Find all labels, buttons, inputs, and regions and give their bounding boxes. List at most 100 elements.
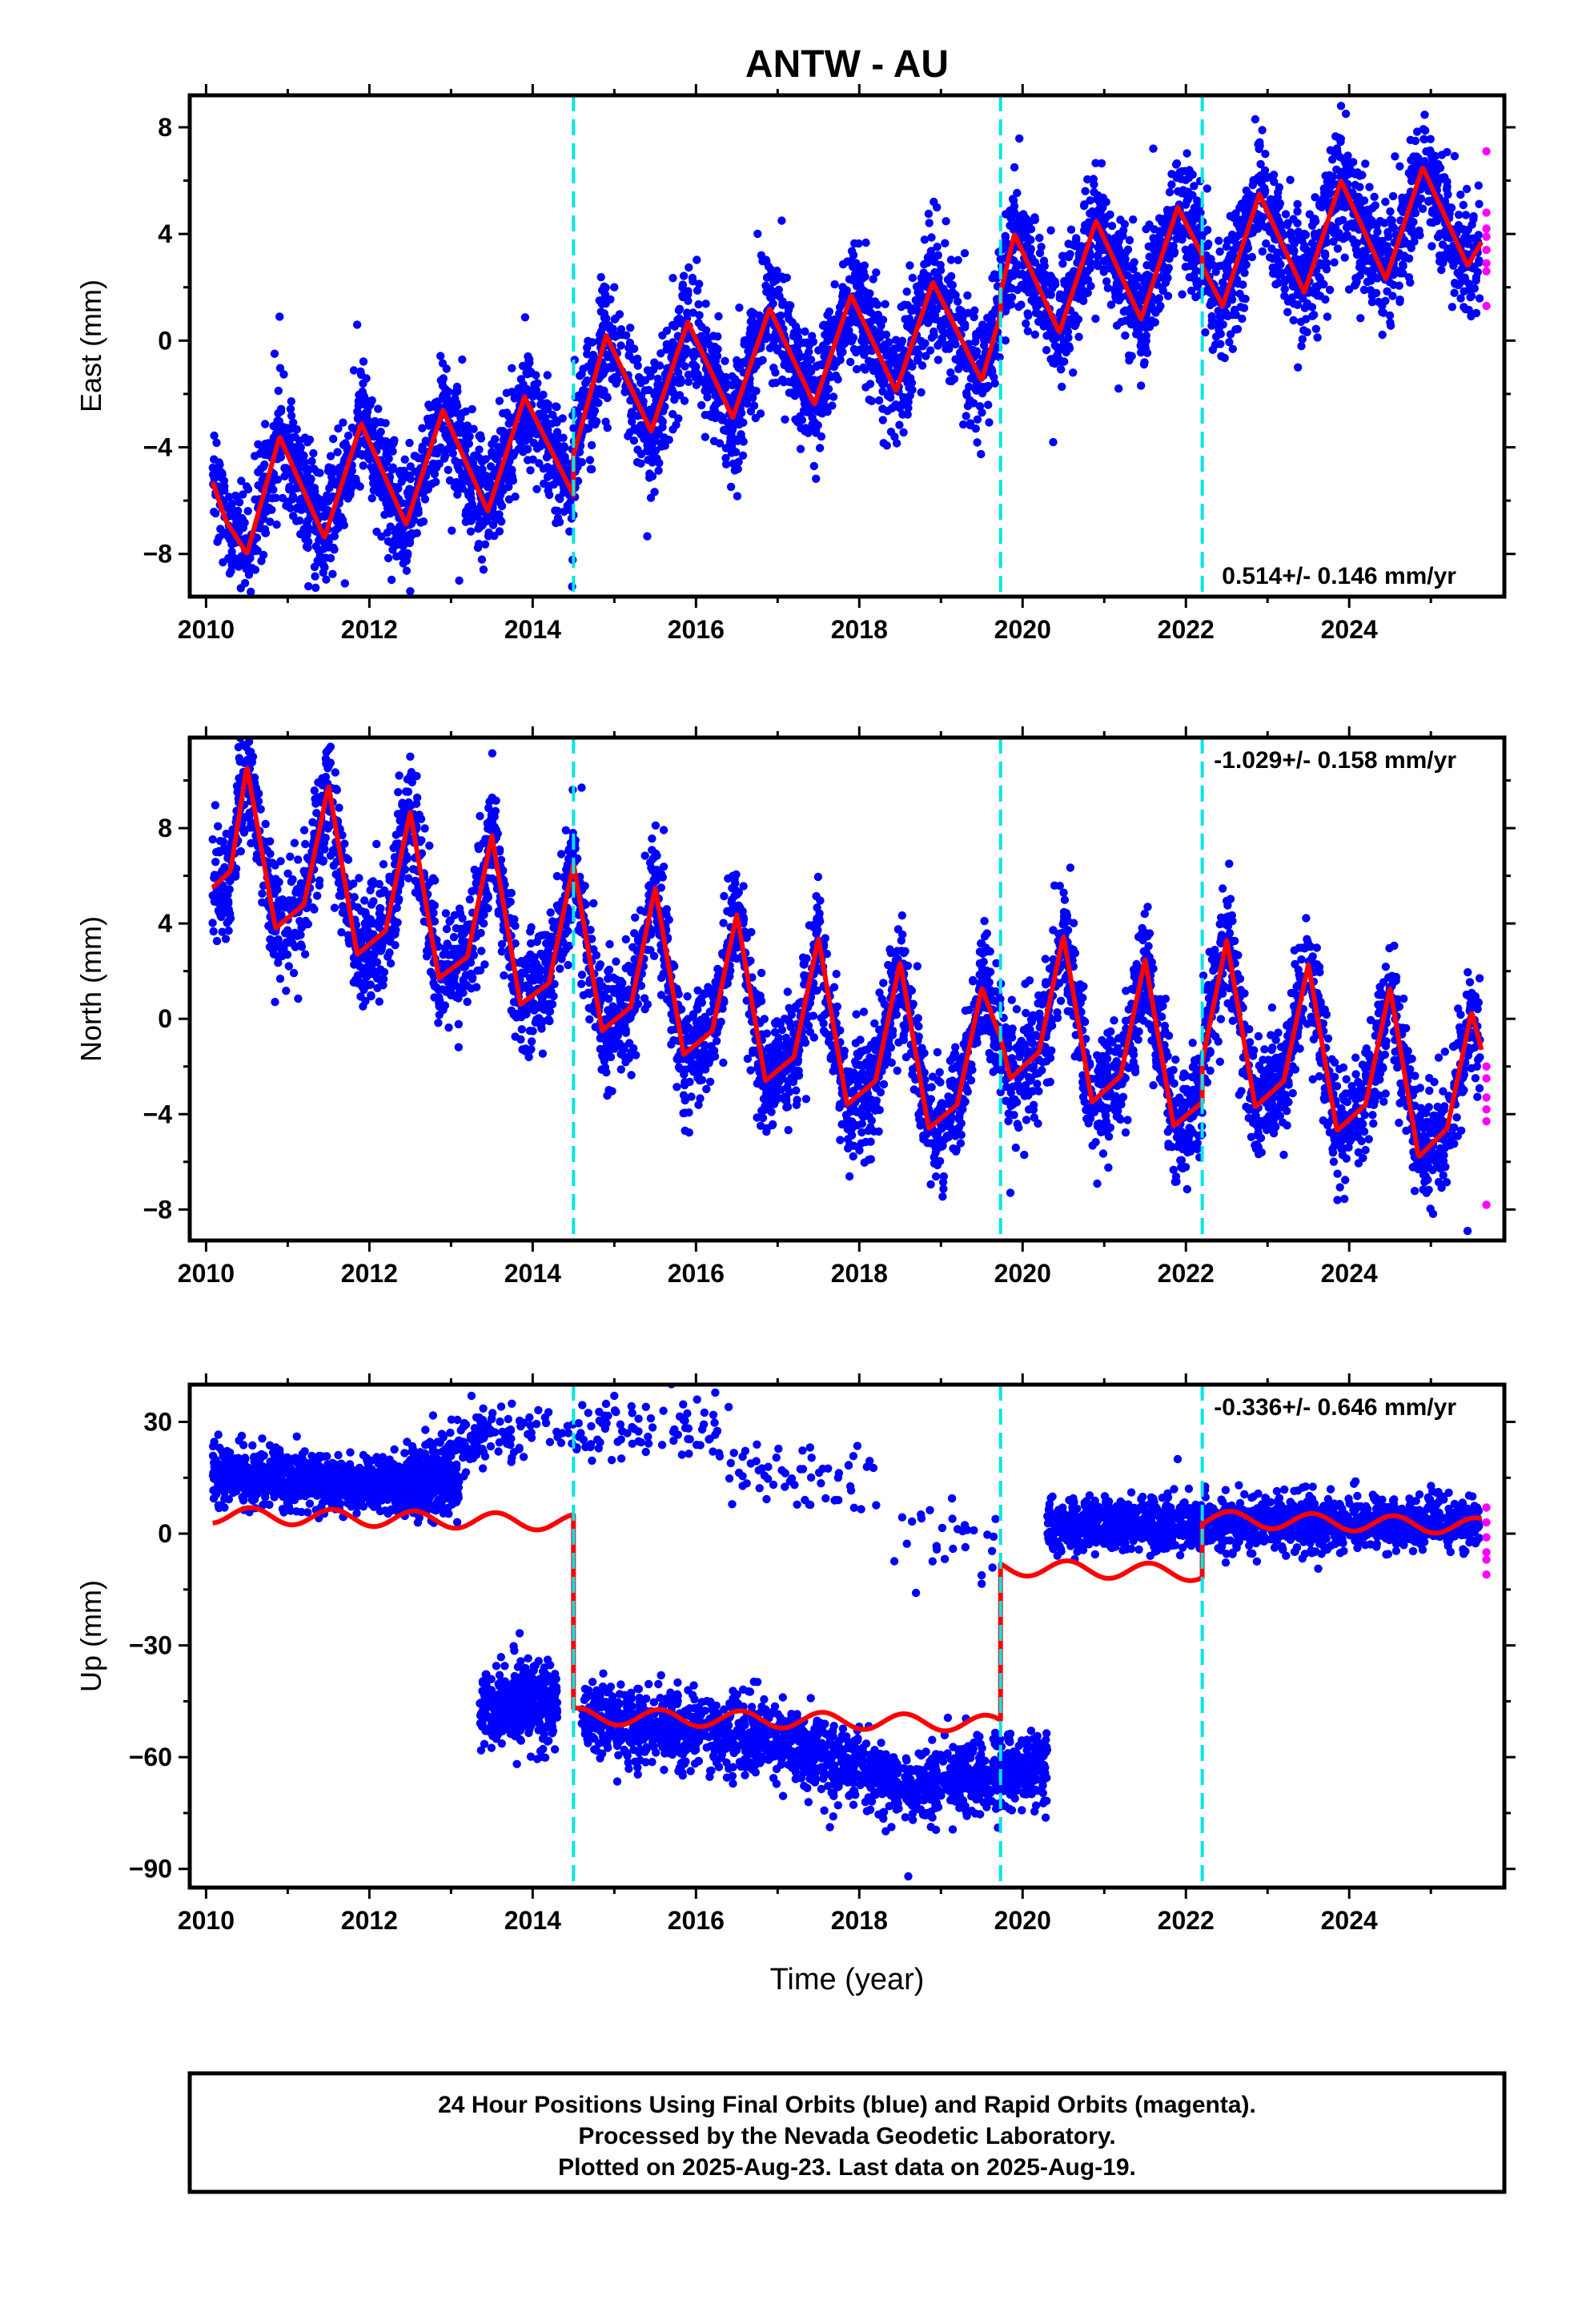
final-orbit-point (351, 474, 360, 484)
final-orbit-point (654, 466, 663, 475)
final-orbit-point (1166, 249, 1175, 258)
final-orbit-point (495, 396, 504, 405)
final-orbit-point (259, 448, 268, 456)
final-orbit-point (1427, 149, 1435, 158)
final-orbit-point (895, 420, 904, 429)
final-orbit-point (243, 485, 253, 494)
final-orbit-point (813, 420, 822, 430)
final-orbit-point (333, 448, 342, 456)
final-orbit-point (825, 320, 833, 329)
final-orbit-point (624, 432, 632, 440)
final-orbit-point (1129, 264, 1138, 274)
final-orbit-point (608, 375, 616, 384)
final-orbit-point (883, 392, 893, 400)
final-orbit-point (382, 445, 391, 454)
final-orbit-point (558, 414, 567, 423)
final-orbit-point (360, 896, 369, 905)
final-orbit-point (1145, 220, 1154, 229)
final-orbit-point (1039, 256, 1049, 265)
final-orbit-point (1188, 191, 1197, 199)
final-orbit-point (806, 356, 816, 364)
final-orbit-point (892, 439, 901, 448)
final-orbit-point (402, 566, 412, 575)
final-orbit-point (1060, 357, 1069, 366)
final-orbit-point (1216, 312, 1226, 320)
final-orbit-point (468, 404, 476, 414)
final-orbit-point (884, 349, 893, 358)
final-orbit-point (1178, 233, 1186, 242)
final-orbit-point (1438, 240, 1447, 249)
final-orbit-point (757, 251, 766, 259)
final-orbit-point (383, 529, 391, 537)
final-orbit-point (480, 540, 490, 549)
final-orbit-point (1298, 335, 1307, 344)
final-orbit-point (975, 402, 985, 411)
final-orbit-point (1472, 273, 1481, 282)
final-orbit-point (1080, 287, 1089, 296)
final-orbit-point (275, 312, 284, 321)
final-orbit-point (1325, 189, 1335, 199)
final-orbit-point (1327, 182, 1336, 191)
final-orbit-point (438, 381, 448, 390)
final-orbit-point (499, 427, 508, 436)
final-orbit-point (851, 263, 860, 272)
final-orbit-point (254, 440, 263, 448)
final-orbit-point (656, 349, 665, 358)
final-orbit-point (1086, 264, 1094, 273)
final-orbit-point (309, 448, 318, 458)
final-orbit-point (842, 286, 851, 295)
final-orbit-point (954, 255, 962, 264)
rapid-orbit-point (1482, 232, 1491, 241)
final-orbit-point (1107, 221, 1117, 231)
final-orbit-point (302, 542, 311, 551)
final-orbit-point (410, 452, 419, 460)
final-orbit-point (1046, 273, 1055, 282)
final-orbit-point (254, 468, 263, 476)
final-orbit-point (1173, 171, 1182, 179)
final-orbit-points (208, 102, 1484, 597)
final-orbit-point (779, 352, 788, 361)
final-orbit-point (359, 396, 369, 404)
final-orbit-point (643, 436, 652, 445)
final-orbit-point (1154, 214, 1164, 223)
final-orbit-point (1112, 321, 1122, 330)
final-orbit-point (1058, 259, 1067, 268)
final-orbit-point (383, 537, 393, 546)
final-orbit-point (1064, 252, 1074, 262)
final-orbit-point (837, 298, 846, 308)
final-orbit-point (295, 452, 304, 461)
final-orbit-point (898, 410, 907, 419)
final-orbit-point (1258, 247, 1267, 256)
final-orbit-point (703, 392, 712, 402)
final-orbit-point (479, 565, 488, 574)
final-orbit-point (1121, 248, 1130, 257)
final-orbit-point (801, 424, 810, 432)
final-orbit-point (1136, 289, 1146, 299)
final-orbit-point (1162, 206, 1172, 215)
final-orbit-point (758, 356, 767, 364)
final-orbit-point (291, 443, 300, 452)
final-orbit-point (288, 495, 297, 504)
final-orbit-point (961, 320, 970, 329)
final-orbit-point (1125, 351, 1134, 360)
final-orbit-point (519, 448, 528, 456)
final-orbit-point (307, 474, 315, 484)
final-orbit-point (592, 397, 601, 407)
final-orbit-point (616, 341, 625, 350)
final-orbit-point (1365, 183, 1374, 191)
final-orbit-point (733, 361, 741, 370)
final-orbit-point (837, 341, 847, 350)
final-orbit-point (1097, 159, 1106, 168)
final-orbit-point (1149, 144, 1158, 153)
final-orbit-point (597, 300, 606, 308)
final-orbit-point (878, 416, 888, 424)
final-orbit-point (1201, 328, 1210, 337)
final-orbit-point (213, 537, 222, 546)
final-orbit-point (1474, 231, 1483, 239)
final-orbit-point (1058, 382, 1066, 392)
final-orbit-point (212, 438, 221, 448)
final-orbit-point (1280, 284, 1289, 294)
north-panel: 2010 2012 2014 2016 2018 2020 2022 2024−8−4048N… (74, 726, 1516, 1288)
final-orbit-point (1443, 182, 1452, 191)
final-orbit-point (326, 452, 335, 460)
